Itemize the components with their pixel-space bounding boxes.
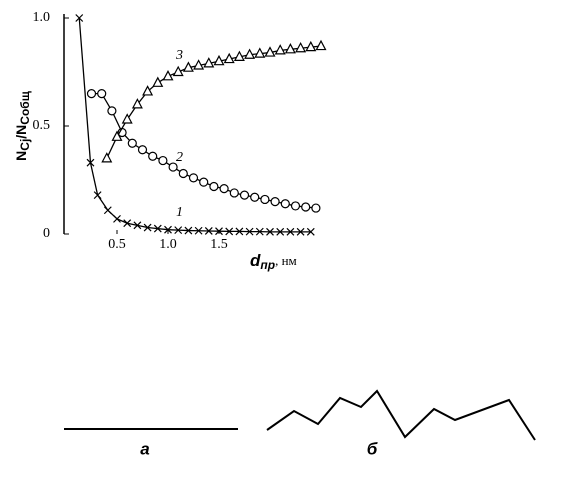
y-label-part: /N: [13, 125, 29, 139]
y-tick-label: 0.5: [33, 118, 51, 133]
marker-x: [93, 191, 102, 200]
marker-circle: [239, 190, 250, 200]
marker-x: [174, 226, 183, 235]
marker-circle: [178, 168, 188, 179]
marker-triangle: [264, 46, 276, 57]
marker-triangle: [152, 76, 164, 87]
x-tick-label: 1.5: [210, 237, 228, 252]
marker-x: [306, 227, 315, 236]
marker-x: [113, 214, 121, 223]
marker-x: [86, 158, 95, 167]
marker-circle: [250, 192, 260, 202]
marker-circle: [311, 203, 321, 213]
marker-circle: [137, 145, 148, 155]
marker-x: [255, 227, 264, 236]
marker-triangle: [244, 48, 256, 59]
x-tick-label: 1.0: [159, 237, 177, 252]
marker-triangle: [305, 40, 317, 52]
marker-x: [123, 219, 132, 228]
series-line: [91, 92, 316, 209]
marker-circle: [229, 188, 239, 198]
marker-circle: [97, 88, 107, 99]
marker-circle: [199, 177, 209, 187]
series-label: 1: [176, 205, 183, 220]
marker-circle: [280, 199, 290, 209]
marker-x: [235, 227, 244, 236]
marker-circle: [301, 202, 311, 212]
marker-triangle: [284, 43, 296, 54]
marker-triangle: [121, 113, 133, 124]
marker-triangle: [233, 50, 245, 61]
x-label-subscript: пр: [260, 258, 275, 272]
marker-x: [75, 14, 84, 22]
marker-x: [143, 223, 152, 232]
label-b: б: [367, 439, 378, 458]
marker-triangle: [295, 41, 307, 53]
marker-x: [245, 227, 254, 236]
marker-triangle: [223, 52, 235, 64]
y-label-part: N: [13, 151, 29, 161]
x-label-part: , нм: [275, 253, 297, 268]
x-tick-label: 0.5: [108, 237, 126, 252]
y-label-subscript: Cобщ: [18, 90, 32, 124]
marker-circle: [219, 184, 229, 194]
marker-x: [286, 227, 295, 236]
marker-x: [296, 227, 305, 236]
marker-triangle: [182, 61, 194, 72]
marker-triangle: [162, 70, 174, 81]
series-label: 3: [175, 48, 183, 63]
marker-triangle: [203, 57, 215, 68]
marker-x: [133, 221, 142, 230]
marker-circle: [188, 173, 199, 183]
marker-circle: [107, 106, 117, 116]
x-axis-label: dпр, нм: [250, 251, 297, 272]
y-label-subscript: Cj: [18, 139, 32, 151]
series-line: [106, 45, 322, 159]
marker-x: [194, 226, 203, 235]
marker-triangle: [193, 59, 205, 70]
marker-circle: [209, 181, 219, 192]
marker-x: [225, 227, 234, 236]
marker-triangle: [131, 98, 143, 109]
marker-circle: [148, 151, 158, 161]
marker-triangle: [315, 39, 327, 51]
marker-x: [215, 227, 223, 236]
label-a: а: [140, 439, 149, 458]
marker-triangle: [101, 152, 113, 163]
marker-circle: [168, 162, 178, 172]
marker-triangle: [254, 47, 266, 58]
x-label-part: d: [250, 251, 261, 270]
marker-triangle: [213, 54, 225, 66]
y-tick-label: 0: [43, 226, 50, 241]
figure-a: а: [64, 428, 238, 458]
marker-triangle: [142, 85, 154, 96]
marker-x: [164, 225, 172, 234]
marker-x: [204, 227, 213, 235]
marker-circle: [158, 155, 168, 166]
marker-triangle: [274, 44, 286, 55]
marker-circle: [86, 88, 97, 99]
marker-circle: [127, 138, 137, 148]
marker-circle: [290, 201, 301, 211]
zigzag-chain: [266, 389, 536, 441]
marker-circle: [260, 194, 270, 205]
marker-circle: [270, 197, 280, 207]
marker-triangle: [172, 65, 184, 77]
y-axis-label: NCj/NCобщ: [13, 90, 32, 161]
marker-x: [276, 227, 285, 236]
marker-x: [266, 227, 274, 236]
marker-triangle: [111, 130, 123, 141]
marker-x: [153, 224, 162, 233]
series-label: 2: [176, 150, 183, 165]
y-tick-label: 1.0: [33, 10, 51, 25]
figure-b: б: [266, 389, 536, 458]
marker-x: [184, 226, 193, 235]
marker-x: [103, 206, 112, 215]
